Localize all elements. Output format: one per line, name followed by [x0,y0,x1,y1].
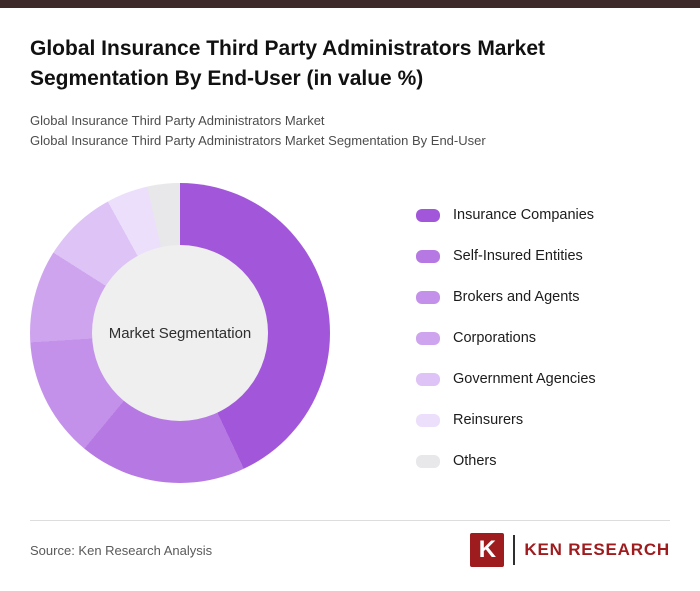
legend-item: Reinsurers [416,412,596,428]
source-text: Source: Ken Research Analysis [30,542,213,558]
legend-swatch [416,290,440,304]
legend-label: Insurance Companies [453,207,595,224]
subtitle-block: Global Insurance Third Party Administrat… [30,111,670,151]
legend-label: Others [453,453,497,470]
legend-item: Corporations [416,330,596,346]
legend-item: Self-Insured Entities [416,248,596,264]
chart-area: Market Segmentation Insurance Companies S… [30,183,670,494]
logo-k-icon: K [470,533,505,567]
legend-swatch [416,413,440,427]
subtitle-market: Global Insurance Third Party Administrat… [30,112,325,128]
page-title: Global Insurance Third Party Administrat… [30,37,546,91]
subtitle-segmentation: Global Insurance Third Party Administrat… [30,133,486,149]
legend-item: Brokers and Agents [416,289,596,305]
legend-swatch [416,454,440,468]
legend-swatch [416,331,440,345]
ken-research-logo: K KEN RESEARCH [470,533,670,567]
logo-wordmark: KEN RESEARCH [524,540,670,559]
top-accent-bar [0,0,700,8]
donut-chart: Market Segmentation [30,183,330,484]
report-content: Global Insurance Third Party Administrat… [0,8,700,494]
legend-swatch [416,249,440,263]
legend-item: Insurance Companies [416,207,596,223]
legend-label: Corporations [453,330,537,347]
legend-label: Reinsurers [453,412,524,429]
donut-center-label: Market Segmentation [108,324,252,342]
legend-label: Brokers and Agents [453,289,580,306]
legend-label: Self-Insured Entities [453,248,583,265]
chart-legend: Insurance Companies Self-Insured Entities… [416,207,596,494]
legend-swatch [416,372,440,386]
legend-item: Government Agencies [416,371,596,387]
logo-divider [513,535,516,565]
legend-item: Others [416,453,596,469]
donut-center: Market Segmentation [92,245,268,422]
legend-swatch [416,208,440,222]
legend-label: Government Agencies [453,371,596,388]
footer: Source: Ken Research Analysis K KEN RESE… [30,520,670,567]
